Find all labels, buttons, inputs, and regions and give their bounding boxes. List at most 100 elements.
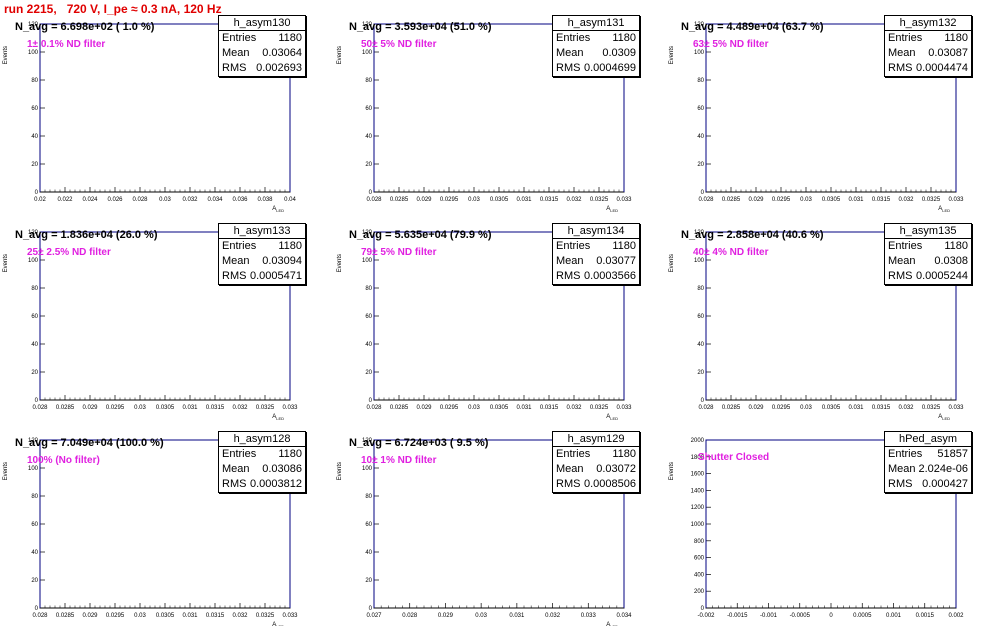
stats-rms-value: 0.0003566 [584, 270, 636, 282]
x-tick-label: 0 [829, 613, 833, 619]
stats-rms-value: 0.0008506 [584, 478, 636, 490]
y-tick-label: 0 [369, 398, 373, 404]
x-tick-label: 0.033 [616, 405, 632, 411]
stats-entries-row: Entries 1180 [553, 447, 639, 462]
stats-box: h_asym132 Entries 1180 Mean 0.03087 RMS 0.0004… [884, 15, 972, 77]
stats-rms-label: RMS [222, 270, 247, 282]
stats-box: h_asym129 Entries 1180 Mean 0.03072 RMS 0.0008… [552, 431, 640, 493]
x-tick-label: 0.031 [516, 405, 532, 411]
x-tick-label: 0.031 [182, 405, 198, 411]
stats-mean-value: 0.03094 [262, 255, 302, 267]
x-tick-label: 0.029 [416, 197, 432, 203]
y-tick-label: 800 [694, 539, 705, 545]
stats-mean-value: 0.03086 [262, 463, 302, 475]
y-tick-label: 120 [362, 438, 373, 444]
y-tick-label: 100 [694, 258, 705, 264]
x-tick-label: 0.0285 [390, 405, 409, 411]
y-tick-label: 80 [31, 286, 38, 292]
y-axis-label: Events [669, 46, 675, 64]
y-tick-label: 1800 [691, 455, 705, 461]
stats-rms-label: RMS [556, 270, 581, 282]
stats-rms-label: RMS [556, 62, 581, 74]
stats-box: h_asym131 Entries 1180 Mean 0.0309 RMS 0.00046… [552, 15, 640, 77]
filter-label: 79± 5% ND filter [361, 247, 437, 258]
run-title: run 2215, 720 V, I_pe ≈ 0.3 nA, 120 Hz [4, 2, 222, 16]
stats-rms-value: 0.0004699 [584, 62, 636, 74]
x-tick-label: 0.029 [748, 197, 764, 203]
x-tick-label: 0.022 [57, 197, 73, 203]
y-tick-label: 0 [701, 398, 705, 404]
histogram-panel-h_asym129: 0 20 40 60 80 100 120 0.027 0.028 0.029 0.03 0.031 0… [334, 430, 644, 626]
y-tick-label: 60 [697, 106, 704, 112]
y-tick-label: 1400 [691, 488, 705, 494]
x-tick-label: 0.0315 [872, 405, 891, 411]
x-tick-label: 0.032 [898, 197, 914, 203]
stats-entries-label: Entries [222, 448, 257, 460]
x-tick-label: 0.029 [82, 613, 98, 619]
x-tick-label: 0.0285 [722, 197, 741, 203]
y-tick-label: 100 [28, 50, 39, 56]
y-axis-label: Events [337, 462, 343, 480]
y-tick-label: 20 [31, 162, 38, 168]
x-tick-label: 0.0305 [822, 197, 841, 203]
stats-mean-label: Mean [222, 463, 250, 475]
x-tick-label: 0.028 [366, 197, 382, 203]
stats-mean-value: 0.03077 [596, 255, 636, 267]
stats-mean-value: 0.03087 [928, 47, 968, 59]
stats-box: h_asym134 Entries 1180 Mean 0.03077 RMS 0.0003… [552, 223, 640, 285]
stats-rms-value: 0.002693 [256, 62, 302, 74]
stats-rms-row: RMS 0.002693 [219, 61, 305, 76]
x-tick-label: 0.029 [416, 405, 432, 411]
navg-label: N_avg = 6.698e+02 ( 1.0 %) [15, 21, 155, 33]
y-tick-label: 120 [362, 230, 373, 236]
y-tick-label: 80 [697, 78, 704, 84]
stats-entries-value: 1180 [944, 32, 968, 44]
histogram-panel-h_asym133: 0 20 40 60 80 100 120 0.028 0.0285 0.029 0.0295 0.0… [0, 222, 310, 421]
histogram-plot: 0 20 40 60 80 100 120 0.028 0.0285 0.029 0.0295 0.0… [337, 230, 632, 421]
y-tick-label: 120 [28, 230, 39, 236]
x-tick-label: 0.029 [748, 405, 764, 411]
x-tick-label: 0.03 [159, 197, 171, 203]
x-tick-label: 0.034 [207, 197, 223, 203]
y-tick-label: 1600 [691, 472, 705, 478]
x-tick-label: 0.032 [566, 197, 582, 203]
stats-box: hPed_asym Entries 51857 Mean 2.024e-06 RMS 0.0… [884, 431, 972, 493]
y-tick-label: 2000 [691, 438, 705, 444]
x-tick-label: -0.0005 [790, 613, 811, 619]
x-tick-label: 0.032 [898, 405, 914, 411]
stats-rms-row: RMS 0.0004699 [553, 61, 639, 76]
x-tick-label: 0.031 [848, 197, 864, 203]
stats-rms-label: RMS [888, 270, 913, 282]
y-tick-label: 80 [365, 494, 372, 500]
y-tick-label: 0 [35, 398, 39, 404]
histogram-plot: 0 20 40 60 80 100 120 0.028 0.0285 0.029 0.0295 0.0… [669, 22, 964, 213]
stats-box: h_asym135 Entries 1180 Mean 0.0308 RMS 0.00052… [884, 223, 972, 285]
x-tick-label: 0.0285 [56, 613, 75, 619]
y-tick-label: 200 [694, 589, 705, 595]
y-tick-label: 60 [31, 106, 38, 112]
x-tick-label: 0.038 [257, 197, 273, 203]
y-tick-label: 60 [31, 314, 38, 320]
y-tick-label: 0 [369, 190, 373, 196]
stats-rms-row: RMS 0.0003566 [553, 269, 639, 284]
x-tick-label: 0.029 [438, 613, 454, 619]
stats-mean-label: Mean [556, 463, 584, 475]
x-tick-label: 0.028 [32, 613, 48, 619]
stats-mean-label: Mean [888, 255, 916, 267]
stats-rms-label: RMS [888, 62, 913, 74]
stats-mean-row: Mean 2.024e-06 [885, 462, 971, 477]
x-tick-label: 0.0315 [540, 197, 559, 203]
y-tick-label: 100 [28, 466, 39, 472]
stats-entries-value: 1180 [612, 240, 636, 252]
y-tick-label: 60 [697, 314, 704, 320]
stats-entries-label: Entries [222, 32, 257, 44]
x-tick-label: 0.0325 [922, 405, 941, 411]
x-tick-label: 0.0305 [822, 405, 841, 411]
stats-entries-label: Entries [222, 240, 257, 252]
x-tick-label: 0.032 [566, 405, 582, 411]
x-tick-label: 0.03 [800, 405, 812, 411]
x-tick-label: 0.0305 [490, 405, 509, 411]
x-tick-label: 0.024 [82, 197, 98, 203]
x-axis-label: ALED [938, 414, 950, 421]
stats-entries-row: Entries 1180 [553, 239, 639, 254]
